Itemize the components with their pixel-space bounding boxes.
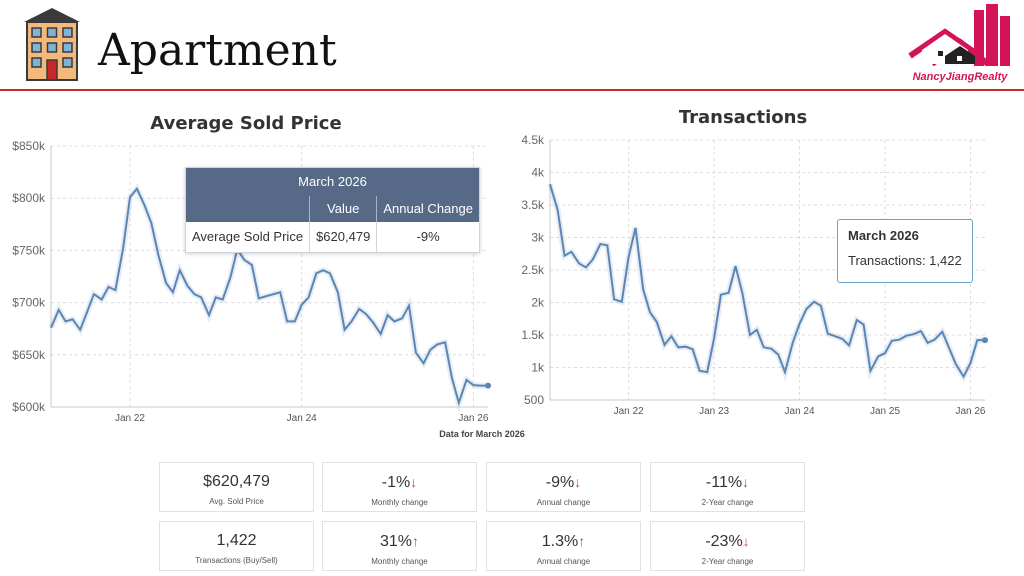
y-tick-label: $700k [12,296,46,310]
card-label: Transactions (Buy/Sell) [195,556,278,565]
highlighted-point[interactable] [485,382,491,389]
tooltip-row-change: -9% [376,221,480,252]
arrow-down-icon: ↓ [410,474,418,490]
y-tick-label: $800k [12,191,46,205]
arrow-down-icon: ↓ [742,474,750,490]
arrow-down-icon: ↓ [742,533,750,549]
transactions-chart: Transactions 500 1k 1.5k 2k 2.5k 3k 3.5k 4k 4.5k… [521,107,988,417]
card-label: Avg. Sold Price [209,497,264,506]
apartment-building-icon [24,8,80,81]
x-axis: Jan 22 Jan 24 Jan 26 [115,413,489,424]
x-tick-label: Jan 26 [955,406,985,417]
y-axis: $600k $650k $700k $750k $800k $850k [12,139,46,414]
series-line [50,186,488,407]
tooltip-col-change: Annual Change [376,195,480,222]
chart-title: Average Sold Price [150,113,341,134]
x-tick-label: Jan 22 [115,413,145,424]
y-tick-label: 4.5k [521,133,545,147]
card-value: -11%↓ [705,474,750,491]
card-price-monthly-change: -1%↓ Monthly change [322,462,477,512]
y-tick-label: 4k [531,166,545,180]
card-transactions: 1,422 Transactions (Buy/Sell) [159,521,314,571]
x-tick-label: Jan 22 [614,406,644,417]
chart-title: Transactions [679,107,807,128]
y-tick-label: 500 [524,393,544,407]
price-tooltip: March 2026 Value Annual Change Average S… [185,167,480,253]
x-tick-label: Jan 23 [699,406,729,417]
x-tick-label: Jan 24 [785,406,815,417]
tooltip-month: March 2026 [298,174,367,190]
transactions-tooltip: March 2026 Transactions: 1,422 [837,219,973,283]
highlighted-point[interactable] [982,337,988,344]
card-value: -1%↓ [381,474,418,491]
tooltip-col-value: Value [309,195,377,222]
card-label: 2-Year change [701,557,754,566]
card-label: 2-Year change [701,498,754,507]
series-line [549,183,985,379]
series-points [549,184,988,377]
y-axis: 500 1k 1.5k 2k 2.5k 3k 3.5k 4k 4.5k [521,133,545,407]
card-tx-annual-change: 1.3%↑ Annual change [486,521,641,571]
brand-logo[interactable]: NancyJiangRealty [900,4,1020,88]
card-value: -23%↓ [705,533,750,550]
tooltip-blank-header [186,196,310,222]
y-tick-label: 3.5k [521,198,545,212]
card-price-2year-change: -11%↓ 2-Year change [650,462,805,512]
tooltip-value: Transactions: 1,422 [848,253,962,268]
page-title: Apartment [98,25,337,76]
arrow-up-icon: ↑ [578,533,586,549]
y-tick-label: 3k [531,231,545,245]
card-value: 31%↑ [379,533,420,550]
average-sold-price-chart: Average Sold Price $600k$650k$700k$750k$… [12,113,491,424]
x-tick-label: Jan 24 [287,413,317,424]
x-axis: Jan 22 Jan 23 Jan 24 Jan 25 Jan 26 [614,406,986,417]
x-tick-label: Jan 25 [870,406,900,417]
tooltip-month: March 2026 [848,228,919,243]
page-header: Apartment NancyJiangRealty [0,0,1024,92]
card-tx-monthly-change: 31%↑ Monthly change [322,521,477,571]
card-tx-2year-change: -23%↓ 2-Year change [650,521,805,571]
y-tick-label: $600k [12,400,46,414]
series-points [50,188,491,403]
arrow-up-icon: ↑ [412,533,420,549]
brand-logo-text: NancyJiangRealty [912,71,1008,83]
tooltip-row-value: $620,479 [309,221,377,252]
card-avg-sold-price: $620,479 Avg. Sold Price [159,462,314,512]
card-value: $620,479 [203,473,270,490]
tooltip-row-label: Average Sold Price [192,229,304,244]
card-value: 1.3%↑ [541,533,586,550]
house-skyline-icon [908,4,1010,67]
card-label: Monthly change [371,557,428,566]
card-value: 1,422 [216,532,257,549]
card-label: Annual change [536,557,591,566]
y-tick-label: 2k [531,296,545,310]
y-tick-label: 1.5k [521,328,545,342]
card-price-annual-change: -9%↓ Annual change [486,462,641,512]
x-tick-label: Jan 26 [458,413,488,424]
y-tick-label: 1k [531,361,545,375]
header-divider [0,89,1024,91]
card-label: Monthly change [371,498,428,507]
data-caption: Data for March 2026 [439,429,525,439]
y-tick-label: $750k [12,243,46,257]
y-tick-label: $850k [12,139,46,153]
y-tick-label: 2.5k [521,263,545,277]
card-label: Annual change [536,498,591,507]
arrow-down-icon: ↓ [574,474,582,490]
card-value: -9%↓ [545,474,582,491]
y-tick-label: $650k [12,348,46,362]
